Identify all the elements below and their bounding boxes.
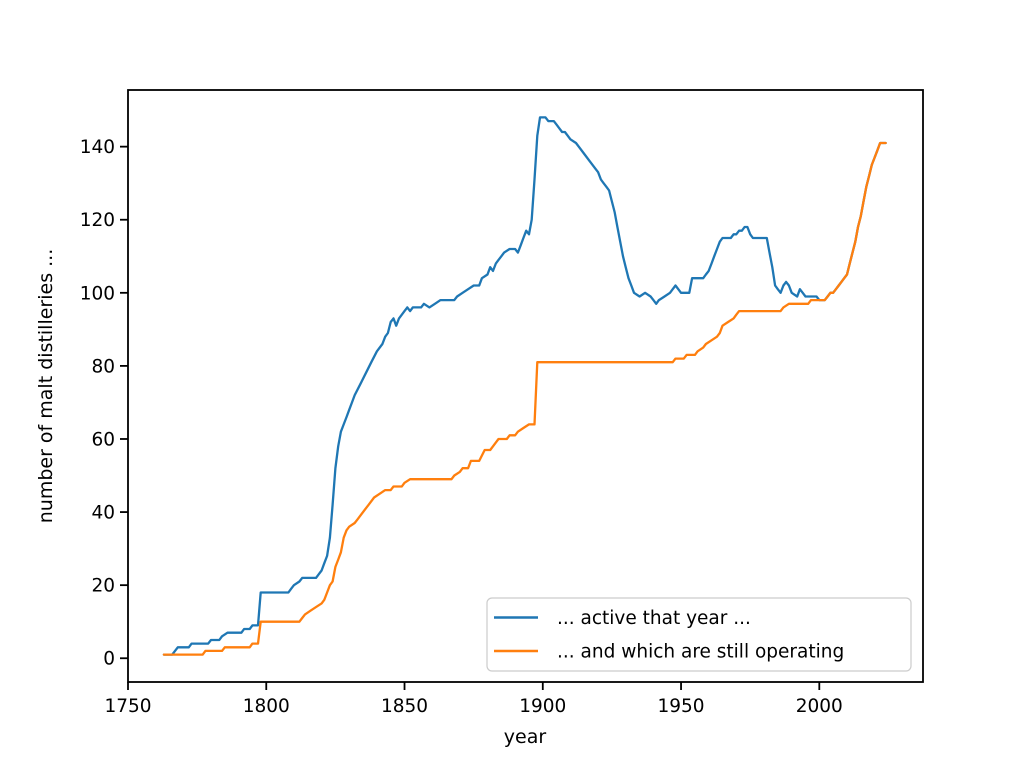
y-tick-label: 20 bbox=[91, 576, 115, 597]
legend-label-operating: ... and which are still operating bbox=[557, 642, 844, 663]
legend: ... active that year ... ... and which a… bbox=[486, 597, 912, 672]
data-series bbox=[162, 116, 887, 656]
y-tick-label: 100 bbox=[80, 283, 115, 304]
series-line-operating bbox=[162, 141, 887, 656]
x-tick-label: 1950 bbox=[657, 696, 704, 717]
y-tick-label: 0 bbox=[103, 649, 115, 670]
x-tick-label: 1750 bbox=[104, 696, 151, 717]
y-tick-label: 40 bbox=[91, 503, 115, 524]
legend-box bbox=[486, 597, 912, 672]
y-tick-label: 120 bbox=[80, 210, 115, 231]
axis-ticks: 1750 1800 1850 1900 1950 2000 0 20 40 60 80 100 120 1… bbox=[80, 137, 843, 717]
y-tick-label: 80 bbox=[91, 356, 115, 377]
y-tick-label: 140 bbox=[80, 137, 115, 158]
x-tick-label: 1900 bbox=[519, 696, 566, 717]
axes-spines bbox=[127, 89, 924, 683]
series-line-active bbox=[162, 116, 887, 656]
y-tick-label: 60 bbox=[91, 429, 115, 450]
x-axis-label: year bbox=[504, 726, 547, 748]
x-tick-label: 1800 bbox=[243, 696, 290, 717]
plot-area bbox=[128, 90, 923, 682]
x-tick-label: 1850 bbox=[381, 696, 428, 717]
x-tick-label: 2000 bbox=[796, 696, 843, 717]
y-axis-label: number of malt distilleries ... bbox=[35, 249, 57, 524]
legend-label-active: ... active that year ... bbox=[557, 608, 751, 629]
